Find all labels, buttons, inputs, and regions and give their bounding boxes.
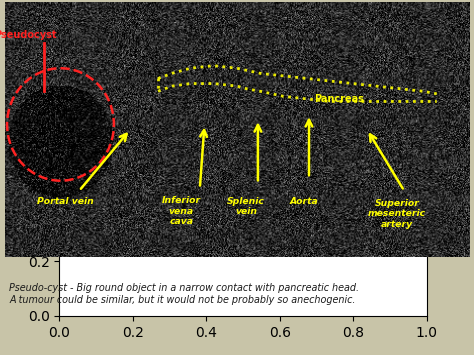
Text: Pseudocyst: Pseudocyst bbox=[0, 30, 57, 40]
Text: Inferior
vena
cava: Inferior vena cava bbox=[162, 196, 201, 226]
Text: Portal vein: Portal vein bbox=[37, 197, 93, 206]
Text: Pancreas: Pancreas bbox=[314, 94, 364, 104]
Text: Superior
mesenteric
artery: Superior mesenteric artery bbox=[368, 199, 426, 229]
Text: Splenic
vein: Splenic vein bbox=[228, 197, 265, 216]
Text: Pseudo-cyst - Big round object in a narrow contact with pancreatic head.
A tumou: Pseudo-cyst - Big round object in a narr… bbox=[9, 283, 359, 305]
Text: Aorta: Aorta bbox=[290, 197, 319, 206]
